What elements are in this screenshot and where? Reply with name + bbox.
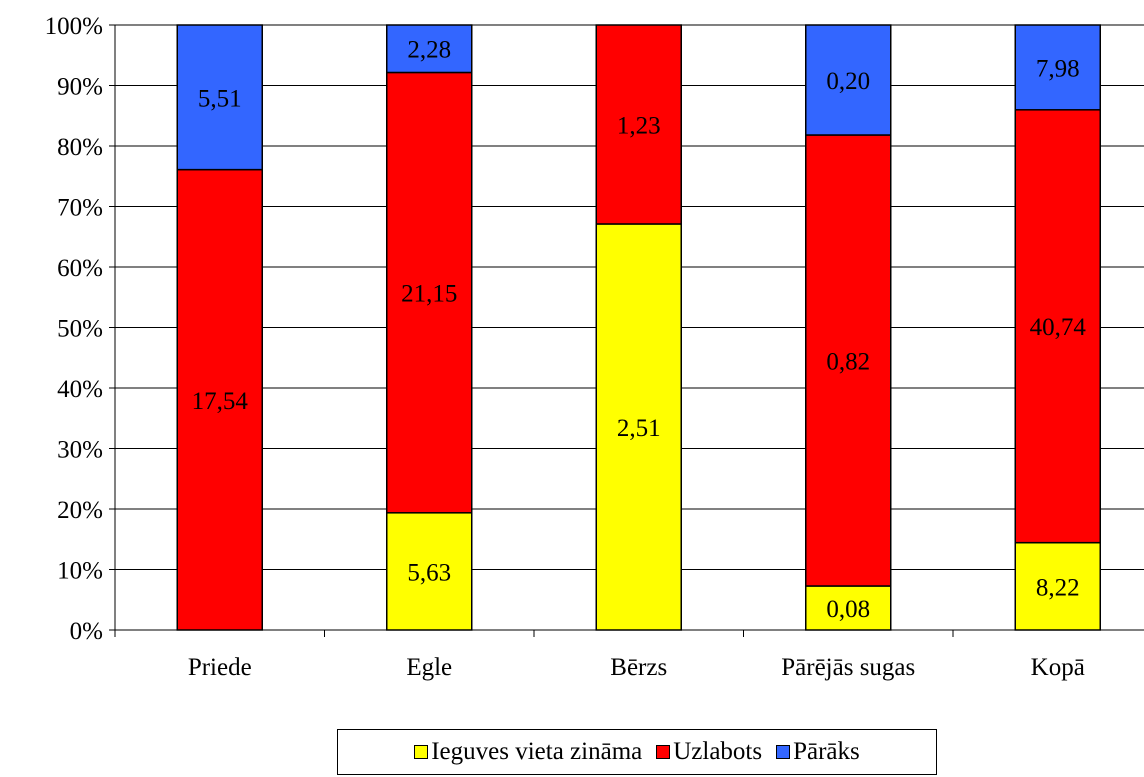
data-label-kopa-uzlabots: 40,74 xyxy=(1030,314,1087,341)
y-tick-label: 20% xyxy=(57,497,103,524)
data-label-berzs-uzlabots: 1,23 xyxy=(617,112,661,139)
legend-label-paraks: Pārāks xyxy=(793,738,860,766)
data-label-egle-paraks: 2,28 xyxy=(407,37,451,64)
legend-item-ieguves: Ieguves vieta zināma xyxy=(414,738,642,766)
y-tick-label: 100% xyxy=(45,13,103,40)
data-label-priede-uzlabots: 17,54 xyxy=(192,388,249,415)
data-label-priede-paraks: 5,51 xyxy=(198,85,242,112)
y-tick-label: 90% xyxy=(57,74,103,101)
x-category-label-kopa: Kopā xyxy=(1031,654,1085,681)
x-category-label-parejas-sugas: Pārējās sugas xyxy=(781,654,915,681)
y-tick-label: 70% xyxy=(57,195,103,222)
legend-label-uzlabots: Uzlabots xyxy=(673,738,762,766)
data-label-egle-ieguves-vieta-zinama: 5,63 xyxy=(407,559,451,586)
y-tick-label: 80% xyxy=(57,134,103,161)
x-category-label-egle: Egle xyxy=(406,654,452,681)
legend-item-paraks: Pārāks xyxy=(776,738,860,766)
chart-legend: Ieguves vieta zināma Uzlabots Pārāks xyxy=(337,729,937,775)
y-tick-label: 60% xyxy=(57,255,103,282)
y-tick-label: 50% xyxy=(57,316,103,343)
data-label-parejas-sugas-uzlabots: 0,82 xyxy=(826,349,870,376)
y-tick-label: 30% xyxy=(57,437,103,464)
legend-item-uzlabots: Uzlabots xyxy=(656,738,762,766)
y-tick-label: 0% xyxy=(70,618,103,645)
data-label-parejas-sugas-ieguves-vieta-zinama: 0,08 xyxy=(826,596,870,623)
x-category-label-priede: Priede xyxy=(188,654,252,681)
data-label-parejas-sugas-paraks: 0,20 xyxy=(826,68,870,95)
y-tick-label: 10% xyxy=(57,558,103,585)
data-label-berzs-ieguves-vieta-zinama: 2,51 xyxy=(617,415,661,442)
x-category-label-berzs: Bērzs xyxy=(610,654,667,681)
data-label-kopa-paraks: 7,98 xyxy=(1036,55,1080,82)
y-tick-label: 40% xyxy=(57,376,103,403)
legend-swatch-ieguves xyxy=(414,745,428,759)
data-label-egle-uzlabots: 21,15 xyxy=(401,281,457,308)
legend-swatch-paraks xyxy=(776,745,790,759)
legend-swatch-uzlabots xyxy=(656,745,670,759)
data-label-kopa-ieguves-vieta-zinama: 8,22 xyxy=(1036,574,1080,601)
legend-label-ieguves: Ieguves vieta zināma xyxy=(431,738,642,766)
